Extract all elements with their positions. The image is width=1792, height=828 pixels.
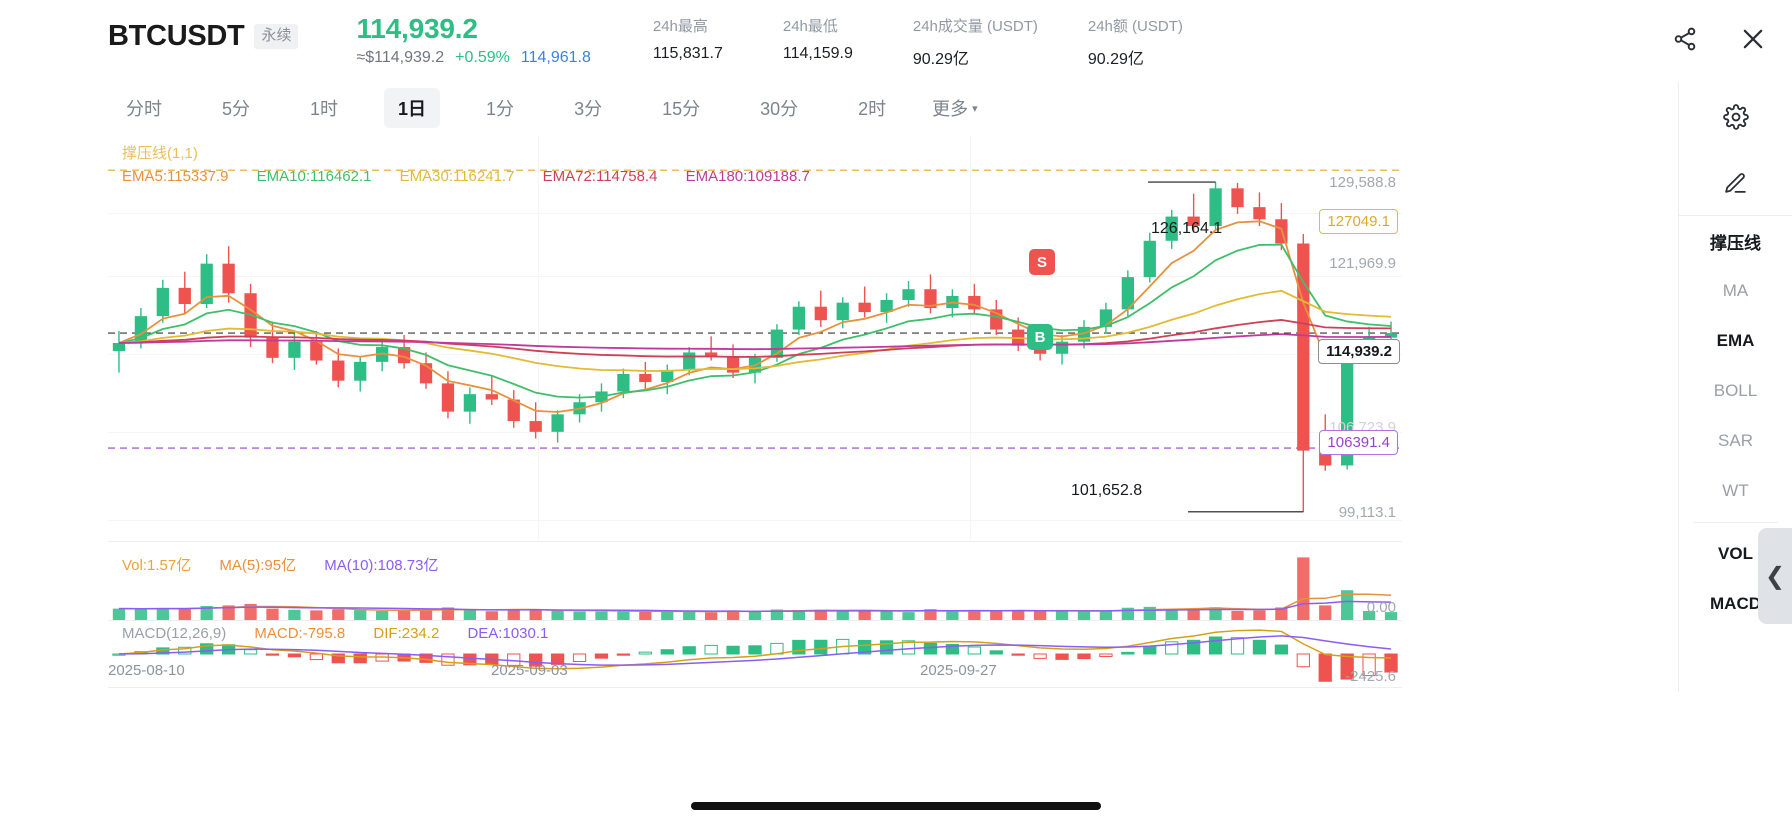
candlestick-chart: [108, 169, 1402, 513]
date-tick: 2025-09-27: [920, 662, 997, 679]
stat-label: 24h额 (USDT): [1087, 18, 1183, 35]
price-axis[interactable]: 129,588.8 121,969.9 106,723.9 99,113.1 0…: [1294, 136, 1402, 688]
home-indicator: [691, 802, 1101, 810]
tab-30m[interactable]: 30分: [760, 99, 799, 119]
change-percent: +0.59%: [455, 49, 510, 67]
tab-2h[interactable]: 2时: [858, 99, 887, 119]
pencil-icon: [1725, 173, 1746, 193]
close-icon[interactable]: [1736, 22, 1770, 56]
stat-value: 90.29亿: [912, 50, 969, 68]
price-tick: 129,588.8: [1329, 174, 1396, 191]
tab-1h[interactable]: 1时: [310, 99, 339, 119]
tab-more-label: 更多: [932, 99, 969, 119]
stat-value: 115,831.7: [652, 44, 723, 62]
sidebar-item-ema[interactable]: EMA: [1716, 331, 1755, 350]
tab-fenshi[interactable]: 分时: [126, 99, 162, 119]
stat-24h-high: 24h最高 115,831.7: [653, 16, 783, 69]
tab-1d[interactable]: 1日: [384, 88, 441, 128]
stat-value: 114,159.9: [782, 44, 853, 62]
index-price: 114,961.8: [520, 49, 591, 67]
sidebar-item-macd[interactable]: MACD: [1710, 594, 1761, 613]
share-icon[interactable]: [1668, 22, 1702, 56]
tab-5m[interactable]: 5分: [222, 99, 251, 119]
gridline: [108, 213, 1402, 214]
resistance-price-badge[interactable]: 127049.1: [1319, 209, 1398, 234]
price-tick: 121,969.9: [1329, 255, 1396, 272]
stat-label: 24h最高: [652, 18, 708, 35]
pane-separator: [108, 620, 1402, 621]
contract-type-badge: 永续: [254, 24, 299, 49]
volume-pane[interactable]: [108, 548, 1402, 620]
sidebar-item-support-resistance[interactable]: 撑压线: [1710, 233, 1761, 253]
price-tick: 99,113.1: [1338, 504, 1396, 521]
gridline: [108, 520, 1402, 521]
macd-pane[interactable]: [108, 624, 1402, 699]
symbol-block[interactable]: BTCUSDT 永续: [108, 20, 299, 53]
gridline-vertical: [538, 136, 539, 541]
macd-chart: [112, 629, 1398, 682]
approx-price: ≈$114,939.2: [356, 49, 445, 67]
market-stats: 24h最高 115,831.7 24h最低 114,159.9 24h成交量 (…: [653, 16, 1263, 69]
stat-24h-volume: 24h成交量 (USDT) 90.29亿: [913, 16, 1088, 69]
sidebar-divider: [1693, 522, 1778, 523]
support-price-badge[interactable]: 106391.4: [1319, 430, 1398, 455]
sell-marker[interactable]: S: [1029, 249, 1055, 275]
settings-button[interactable]: [1679, 82, 1792, 152]
timeframe-tabs: 分时 5分 1时 1日 1分 3分 15分 30分 2时 更多 ▾: [0, 82, 1792, 134]
sidebar-item-wt[interactable]: WT: [1722, 481, 1749, 500]
date-tick: 2025-09-03: [491, 662, 568, 679]
chevron-left-icon: ❮: [1764, 562, 1786, 590]
gridline: [108, 276, 1402, 277]
date-axis: 2025-08-10 2025-09-03 2025-09-27: [108, 662, 1402, 689]
last-price: 114,939.2: [356, 13, 478, 44]
macd-tick: -2425.6: [1345, 668, 1396, 685]
pane-separator: [108, 687, 1402, 688]
sidebar-item-sar[interactable]: SAR: [1718, 431, 1753, 450]
sidebar-item-boll[interactable]: BOLL: [1713, 381, 1758, 400]
price-block: 114,939.2 ≈$114,939.2 +0.59% 114,961.8: [356, 13, 590, 67]
volume-chart: [112, 557, 1398, 620]
price-pane[interactable]: [108, 136, 1402, 546]
tab-1m[interactable]: 1分: [486, 99, 515, 119]
symbol-name: BTCUSDT: [108, 20, 245, 52]
chart-container[interactable]: 撑压线(1,1) EMA5:115337.9 EMA10:116462.1 EM…: [108, 136, 1402, 688]
header: BTCUSDT 永续 114,939.2 ≈$114,939.2 +0.59% …: [0, 0, 1792, 82]
tab-3m[interactable]: 3分: [574, 99, 603, 119]
stat-24h-turnover: 24h额 (USDT) 90.29亿: [1088, 16, 1263, 69]
last-price-badge[interactable]: 114,939.2: [1318, 339, 1400, 364]
stat-24h-low: 24h最低 114,159.9: [783, 16, 913, 69]
sidebar-item-vol[interactable]: VOL: [1718, 544, 1753, 563]
tab-15m[interactable]: 15分: [662, 99, 701, 119]
header-actions: [1668, 22, 1770, 56]
stat-label: 24h成交量 (USDT): [912, 18, 1038, 35]
chevron-down-icon: ▾: [972, 102, 978, 115]
buy-marker[interactable]: B: [1027, 324, 1053, 350]
high-annotation: 126,164.1: [1151, 220, 1223, 237]
pane-separator: [108, 541, 1402, 542]
date-tick: 2025-08-10: [108, 662, 185, 679]
stat-label: 24h最低: [782, 18, 838, 35]
tab-more[interactable]: 更多 ▾: [932, 95, 978, 121]
sidebar-item-ma[interactable]: MA: [1722, 281, 1749, 300]
low-annotation: 101,652.8: [1071, 482, 1143, 499]
edit-indicators-button[interactable]: [1679, 152, 1792, 216]
gridline: [108, 432, 1402, 433]
drawer-toggle[interactable]: ❮: [1758, 528, 1792, 624]
stat-value: 90.29亿: [1087, 50, 1144, 68]
volume-tick: 0.00: [1366, 599, 1396, 616]
gear-icon: [1722, 104, 1749, 130]
